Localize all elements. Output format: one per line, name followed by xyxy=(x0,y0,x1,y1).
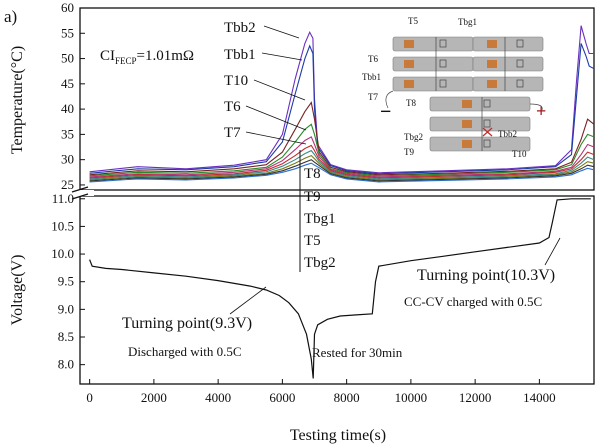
series-t5 xyxy=(89,159,595,182)
cell-b3 xyxy=(472,76,544,92)
inset-label-t10: T10 xyxy=(512,149,527,159)
temp-tick-label-40: 40 xyxy=(61,101,74,116)
voltage-axis-title: Voltage(V) xyxy=(9,255,26,326)
sensor-pads xyxy=(404,40,497,148)
charged-annotation: CC-CV charged with 0.5C xyxy=(404,294,542,309)
cell-c2 xyxy=(429,116,531,132)
x-tick-label-0: 0 xyxy=(86,390,93,405)
temperature-y-ticks: 25 30 35 40 45 50 55 60 xyxy=(61,0,85,192)
series-tbg1 xyxy=(89,154,595,181)
resistance-ci: CI xyxy=(100,48,115,64)
x-axis-title: Testing time(s) xyxy=(290,427,386,444)
temperature-axis-title: Temperature(°C) xyxy=(9,46,26,154)
x-tick-label-8000: 8000 xyxy=(334,390,360,405)
series-t6 xyxy=(89,123,595,177)
label-tbg1: Tbg1 xyxy=(304,211,336,227)
volt-tick-label-8-0: 8.0 xyxy=(58,357,74,372)
temperature-series-group xyxy=(89,25,595,183)
cell-b2 xyxy=(472,56,544,72)
temp-tick-label-50: 50 xyxy=(61,51,74,66)
temp-tick-label-60: 60 xyxy=(61,0,74,15)
label-tbg2: Tbg2 xyxy=(304,255,336,271)
resistance-subscript: FECP xyxy=(115,56,137,66)
label-t5: T5 xyxy=(304,233,321,249)
temp-tick-label-25: 25 xyxy=(61,177,74,192)
volt-tick-label-9-5: 9.5 xyxy=(58,274,74,289)
series-t10 xyxy=(89,101,595,176)
volt-tick-label-8-5: 8.5 xyxy=(58,329,74,344)
cell-c3 xyxy=(429,136,531,152)
sensor-labels-upper: Tbb2 Tbb1 T10 T6 T7 xyxy=(224,20,307,145)
rested-annotation: Rested for 30min xyxy=(312,345,403,360)
volt-tick-label-11-0: 11.0 xyxy=(52,191,74,206)
label-t8: T8 xyxy=(304,166,321,182)
inset-label-t6: T6 xyxy=(368,54,378,64)
negative-terminal-icon: − xyxy=(380,101,391,123)
temp-tick-label-30: 30 xyxy=(61,152,74,167)
connection-wires xyxy=(385,37,543,151)
axis-break-mask xyxy=(70,190,94,196)
label-t9: T9 xyxy=(304,189,321,205)
sensor-labels-lower: T8 T9 Tbg1 T5 Tbg2 xyxy=(304,166,336,271)
x-axis-ticks: 0 2000 4000 6000 8000 10000 12000 14000 xyxy=(86,379,556,405)
temp-tick-label-35: 35 xyxy=(61,126,74,141)
inset-label-tbg1: Tbg1 xyxy=(458,17,477,27)
inset-label-t5: T5 xyxy=(408,16,418,26)
turning-point-left: Turning point(9.3V) xyxy=(122,315,252,332)
inset-label-tbb1: Tbb1 xyxy=(362,72,381,82)
axis-break-mark xyxy=(71,186,89,200)
turning-point-right-leader xyxy=(544,237,561,266)
voltage-y-ticks: 8.0 8.5 9.0 9.5 10.0 10.5 11.0 xyxy=(51,191,85,372)
series-t9 xyxy=(89,149,595,180)
label-tbb1: Tbb1 xyxy=(224,47,256,63)
series-tbg2 xyxy=(89,162,595,183)
positive-terminal-icon: + xyxy=(536,101,546,121)
inset-label-t8: T8 xyxy=(406,98,416,108)
voltage-series-group xyxy=(89,198,591,379)
series-t7 xyxy=(89,136,595,178)
inset-label-t9: T9 xyxy=(404,147,414,157)
temperature-plot-frame xyxy=(79,7,595,191)
resistance-annotation: CIFECP=1.01mΩ xyxy=(100,48,194,66)
label-t7: T7 xyxy=(224,125,241,141)
inset-label-tbg2: Tbg2 xyxy=(404,132,423,142)
label-t10: T10 xyxy=(224,73,248,89)
x-tick-label-14000: 14000 xyxy=(523,390,556,405)
x-tick-label-6000: 6000 xyxy=(269,390,295,405)
label-tbb2: Tbb2 xyxy=(224,20,256,36)
turning-point-left-leader xyxy=(229,286,267,315)
turning-point-right: Turning point(10.3V) xyxy=(417,267,555,284)
label-t6: T6 xyxy=(224,99,241,115)
inset-sensor-labels: T5 Tbg1 T6 Tbb1 T7 T8 Tbb2 Tbg2 T9 T10 xyxy=(362,16,527,159)
temp-tick-label-45: 45 xyxy=(61,76,74,91)
inset-label-t7: T7 xyxy=(368,92,378,102)
inset-label-tbb2: Tbb2 xyxy=(498,129,517,139)
voltage-plot-frame xyxy=(79,195,595,385)
x-tick-label-4000: 4000 xyxy=(205,390,231,405)
volt-tick-label-10-0: 10.0 xyxy=(51,246,74,261)
series-t8 xyxy=(89,144,595,179)
volt-tick-label-10-5: 10.5 xyxy=(51,218,74,233)
panel-label: a) xyxy=(4,7,17,26)
x-tick-label-2000: 2000 xyxy=(141,390,167,405)
series-tbb2 xyxy=(89,25,594,174)
cell-c1 xyxy=(429,96,531,112)
x-tick-label-12000: 12000 xyxy=(459,390,492,405)
x-tick-label-10000: 10000 xyxy=(395,390,428,405)
temp-tick-label-55: 55 xyxy=(61,25,74,40)
discharged-annotation: Discharged with 0.5C xyxy=(128,344,242,359)
battery-pack-inset: − + T5 Tbg1 T6 Tbb1 T7 T8 Tbb2 Tbg2 T9 T… xyxy=(362,16,546,159)
resistance-value: =1.01mΩ xyxy=(137,48,195,64)
series-voltage-line xyxy=(89,198,591,379)
series-tbb1 xyxy=(89,43,595,175)
volt-tick-label-9-0: 9.0 xyxy=(58,301,74,316)
cell-b1 xyxy=(472,36,544,52)
